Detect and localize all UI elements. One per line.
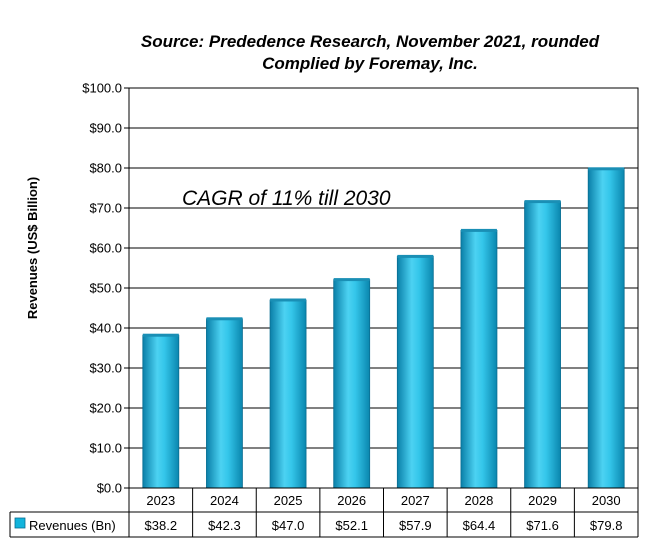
x-tick-label: 2030 bbox=[592, 493, 621, 508]
bar-top bbox=[333, 278, 370, 282]
data-label: $79.8 bbox=[590, 518, 623, 533]
data-label: $38.2 bbox=[145, 518, 178, 533]
x-tick-label: 2028 bbox=[464, 493, 493, 508]
bar-top bbox=[588, 167, 625, 171]
cagr-annotation: CAGR of 11% till 2030 bbox=[182, 187, 391, 210]
bar-top bbox=[524, 200, 561, 204]
bar-2027 bbox=[396, 254, 434, 489]
y-tick-label: $90.0 bbox=[89, 121, 122, 136]
data-label: $64.4 bbox=[463, 518, 496, 533]
data-label: $52.1 bbox=[335, 518, 368, 533]
y-tick-label: $30.0 bbox=[89, 361, 122, 376]
y-axis-ticks: $0.0 $10.0 $20.0 $30.0 $40.0 $50.0 $60.0 $70.0 $… bbox=[82, 81, 129, 496]
data-table: 2023 2024 2025 2026 2027 2028 2029 2030 $38.2 $42… bbox=[9, 488, 639, 538]
y-axis-label: Revenues (US$ Billion) bbox=[25, 177, 40, 319]
data-label: $42.3 bbox=[208, 518, 241, 533]
x-tick-label: 2024 bbox=[210, 493, 239, 508]
data-label: $57.9 bbox=[399, 518, 432, 533]
bar bbox=[524, 201, 561, 489]
grid bbox=[129, 127, 638, 449]
y-tick-label: $60.0 bbox=[89, 241, 122, 256]
bar bbox=[206, 318, 243, 489]
legend-series-name: Revenues (Bn) bbox=[29, 518, 116, 533]
bars bbox=[142, 167, 625, 489]
y-tick-label: $70.0 bbox=[89, 201, 122, 216]
bar-2029 bbox=[524, 200, 561, 489]
x-tick-label: 2026 bbox=[337, 493, 366, 508]
chart-title: Source: Prededence Research, November 20… bbox=[141, 32, 600, 51]
x-tick-label: 2029 bbox=[528, 493, 557, 508]
y-tick-label: $80.0 bbox=[89, 161, 122, 176]
bar-2025 bbox=[269, 298, 307, 489]
bar-top bbox=[270, 298, 307, 302]
chart-subtitle: Complied by Foremay, Inc. bbox=[262, 54, 478, 73]
bar-top bbox=[460, 228, 497, 232]
data-label: $47.0 bbox=[272, 518, 305, 533]
data-label: $71.6 bbox=[526, 518, 559, 533]
x-tick-label: 2025 bbox=[274, 493, 303, 508]
x-tick-label: 2027 bbox=[401, 493, 430, 508]
y-tick-label: $40.0 bbox=[89, 321, 122, 336]
bar-2024 bbox=[206, 317, 243, 489]
bar bbox=[333, 279, 371, 489]
bar-2028 bbox=[460, 228, 498, 489]
bar-2030 bbox=[587, 167, 625, 489]
bar bbox=[460, 229, 498, 489]
bar-2023 bbox=[142, 333, 180, 489]
bar bbox=[587, 168, 625, 489]
y-tick-label: $50.0 bbox=[89, 281, 122, 296]
bar-top bbox=[142, 333, 179, 337]
y-tick-label: $100.0 bbox=[82, 81, 122, 96]
x-tick-label: 2023 bbox=[146, 493, 175, 508]
y-tick-label: $10.0 bbox=[89, 441, 122, 456]
bar-top bbox=[397, 254, 434, 258]
y-tick-label: $20.0 bbox=[89, 401, 122, 416]
bar bbox=[269, 299, 307, 489]
y-tick-label: $0.0 bbox=[97, 481, 122, 496]
bar bbox=[142, 334, 180, 489]
bar bbox=[396, 255, 434, 489]
bar-top bbox=[206, 317, 243, 321]
legend-swatch bbox=[14, 517, 26, 529]
bar-2026 bbox=[333, 278, 371, 489]
